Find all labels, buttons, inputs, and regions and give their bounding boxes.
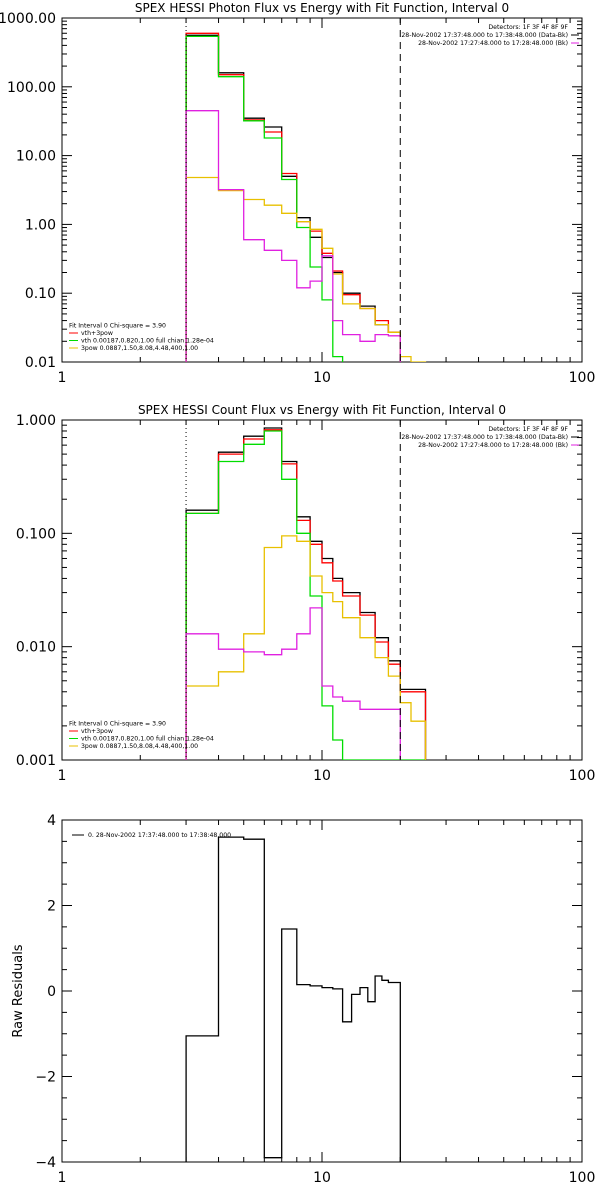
series-3-line — [185, 535, 427, 760]
series-0-line — [185, 34, 401, 362]
x-tick-label: 100 — [569, 1170, 596, 1186]
plot-area — [185, 32, 427, 362]
fit-info-line: vth 0.00187,0.820,1.00 full chian 1.28e-… — [81, 736, 214, 743]
plot-area — [185, 836, 401, 1162]
plot-frame — [61, 17, 583, 363]
y-tick-label: −2 — [35, 1070, 56, 1086]
y-axis-label: Raw Residuals — [11, 944, 26, 1037]
fit-info-line: 3pow 0.0887,1.50,8.08,4.48,400,1.00 — [81, 345, 198, 352]
y-tick-label: 1.000 — [16, 413, 56, 429]
x-tick-label: 10 — [313, 768, 331, 784]
series-4-line — [185, 110, 401, 362]
plot-area — [185, 427, 427, 760]
info-line: 28-Nov-2002 17:27:48.000 to 17:28:48.000… — [418, 442, 568, 449]
fit-info-line: Fit Interval 0 Chi-square = 3.90 — [69, 721, 166, 728]
y-tick-label: 0.10 — [25, 286, 56, 302]
x-tick-label: 10 — [313, 370, 331, 386]
fit-info-line: 3pow 0.0887,1.50,8.08,4.48,400,1.00 — [81, 743, 198, 750]
x-tick-label: 1 — [58, 1170, 67, 1186]
series-2-line — [185, 430, 427, 760]
y-tick-label: 0 — [47, 984, 56, 1000]
x-tick-label: 100 — [569, 768, 596, 784]
y-tick-label: 10.00 — [16, 149, 56, 165]
fit-info-line: vth+3pow — [81, 330, 113, 337]
info-line: 28-Nov-2002 17:27:48.000 to 17:28:48.000… — [418, 40, 568, 47]
chart-title: SPEX HESSI Photon Flux vs Energy with Fi… — [135, 1, 509, 15]
y-tick-label: −4 — [35, 1155, 56, 1171]
info-line: 28-Nov-2002 17:37:48.000 to 17:38:48.000… — [401, 32, 568, 39]
y-tick-label: 100.00 — [7, 80, 56, 96]
info-line: Detectors: 1F 3F 4F 8F 9F — [488, 426, 568, 433]
fit-info-line: vth 0.00187,0.820,1.00 full chian 1.28e-… — [81, 338, 214, 345]
series-4-line — [185, 607, 401, 760]
fit-info-line: vth+3pow — [81, 728, 113, 735]
legend-entry: 0. 28-Nov-2002 17:37:48.000 to 17:38:48.… — [88, 832, 231, 839]
series-0-line — [185, 836, 401, 1162]
x-tick-label: 1 — [58, 370, 67, 386]
info-line: 28-Nov-2002 17:37:48.000 to 17:38:48.000… — [401, 434, 568, 441]
series-1-line — [185, 32, 401, 362]
info-line: Detectors: 1F 3F 4F 8F 9F — [488, 24, 568, 31]
x-tick-label: 1 — [58, 768, 67, 784]
x-tick-label: 100 — [569, 370, 596, 386]
y-tick-label: 0.01 — [25, 355, 56, 371]
y-tick-label: 0.001 — [16, 753, 56, 769]
fit-info-line: Fit Interval 0 Chi-square = 3.90 — [69, 323, 166, 330]
photon-flux-chart: SPEX HESSI Photon Flux vs Energy with Fi… — [0, 1, 596, 386]
y-tick-label: 0.010 — [16, 640, 56, 656]
x-tick-label: 10 — [313, 1170, 331, 1186]
y-tick-label: 4 — [47, 813, 56, 829]
plot-frame — [61, 819, 583, 1163]
series-2-line — [185, 35, 344, 362]
raw-residuals-chart: Raw Residuals 1 10 100 −4 −2 0 2 4 0. 28-Nov-2002… — [11, 813, 596, 1186]
y-tick-label: 2 — [47, 899, 56, 915]
count-flux-chart: SPEX HESSI Count Flux vs Energy with Fit… — [16, 403, 596, 784]
y-tick-label: 0.100 — [16, 526, 56, 542]
series-0-line — [185, 427, 427, 760]
y-tick-label: 1000.00 — [0, 11, 56, 27]
series-3-line — [185, 176, 427, 362]
series-1-line — [185, 429, 427, 760]
chart-title: SPEX HESSI Count Flux vs Energy with Fit… — [138, 403, 506, 417]
y-tick-label: 1.00 — [25, 217, 56, 233]
